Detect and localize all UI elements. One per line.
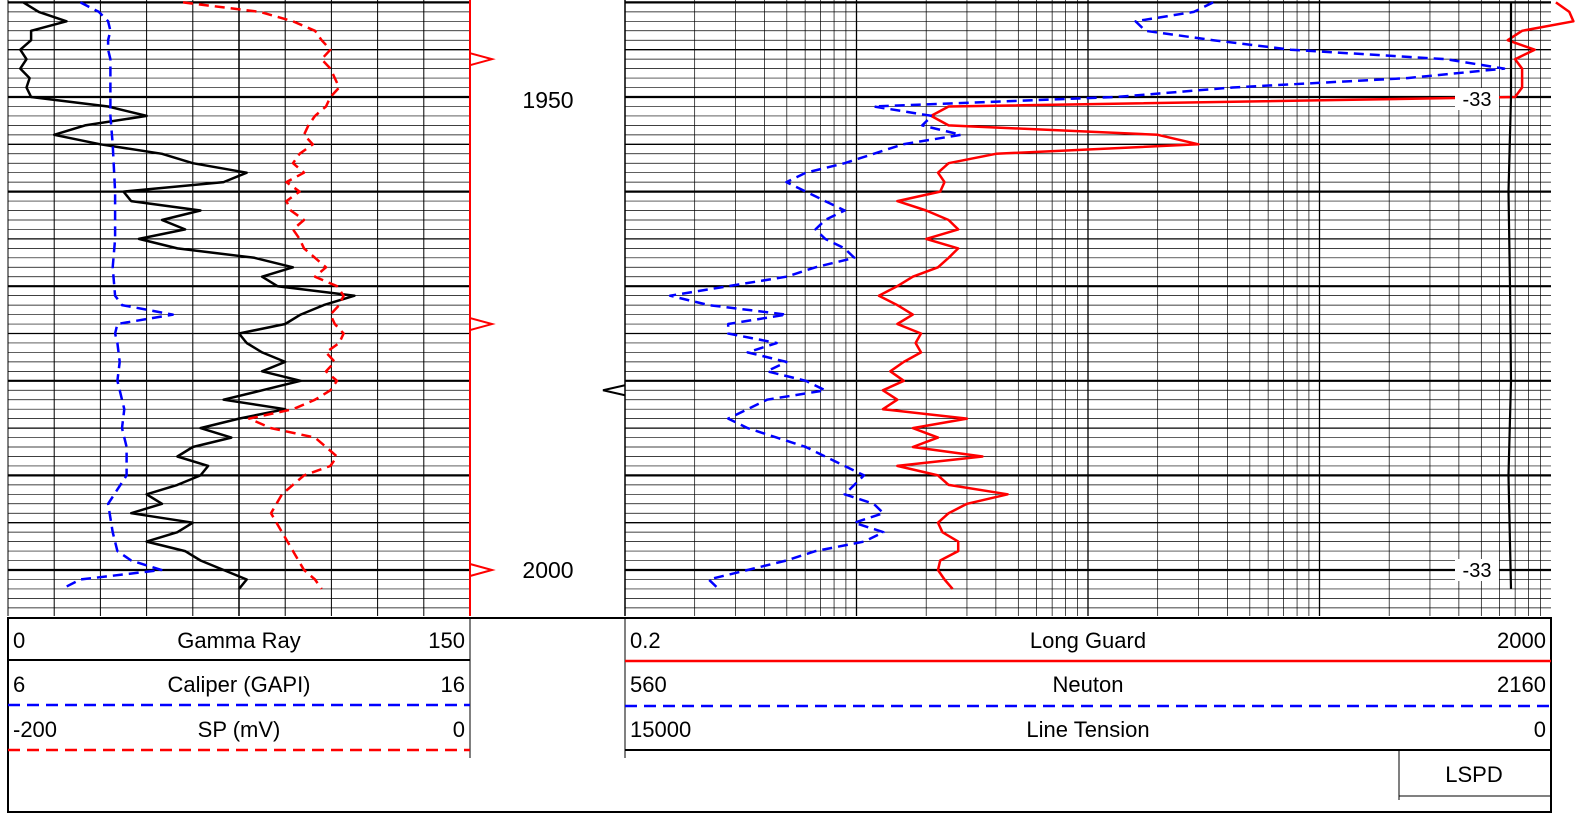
depth-marker <box>469 563 496 577</box>
gamma-name: Gamma Ray <box>177 628 300 653</box>
sp-max: 0 <box>453 717 465 742</box>
gamma-min: 0 <box>13 628 25 653</box>
annotation-bg-1 <box>1455 88 1499 110</box>
longguard-curve <box>877 1 1575 590</box>
tension-max: 0 <box>1534 717 1546 742</box>
neutron-curve <box>668 1 1506 590</box>
tension-min: 15000 <box>630 717 691 742</box>
sp-min: -200 <box>13 717 57 742</box>
depth-markers <box>469 52 626 577</box>
depth-marker-black <box>602 384 626 397</box>
neutron-name: Neuton <box>1053 672 1124 697</box>
neutron-min: 560 <box>630 672 667 697</box>
legend-panel: 0 Gamma Ray 150 6 Caliper (GAPI) 16 -200… <box>7 617 1552 813</box>
left-track-grid <box>7 0 471 616</box>
log-curves <box>19 1 1575 591</box>
gamma-max: 150 <box>428 628 465 653</box>
longguard-name: Long Guard <box>1030 628 1146 653</box>
neutron-max: 2160 <box>1497 672 1546 697</box>
depth-label-2000: 2000 <box>522 557 573 583</box>
tension-annotation-1: -33 <box>1463 89 1492 111</box>
caliper-min: 6 <box>13 672 25 697</box>
caliper-curve <box>61 1 175 591</box>
right-track-grid <box>624 0 1551 616</box>
sp-name: SP (mV) <box>198 717 281 742</box>
tension-annotation-2: -33 <box>1463 560 1492 582</box>
tension-curve <box>1507 2 1513 589</box>
longguard-max: 2000 <box>1497 628 1546 653</box>
sp-curve <box>182 1 345 590</box>
longguard-min: 0.2 <box>630 628 661 653</box>
lspd-label: LSPD <box>1445 762 1502 787</box>
gamma-curve <box>19 1 356 590</box>
caliper-name: Caliper (GAPI) <box>167 672 310 697</box>
depth-label-1950: 1950 <box>522 87 573 113</box>
tension-name: Line Tension <box>1026 717 1149 742</box>
annotation-bg-2 <box>1455 559 1499 581</box>
depth-marker <box>469 317 496 332</box>
depth-marker <box>469 52 496 67</box>
caliper-max: 16 <box>441 672 465 697</box>
